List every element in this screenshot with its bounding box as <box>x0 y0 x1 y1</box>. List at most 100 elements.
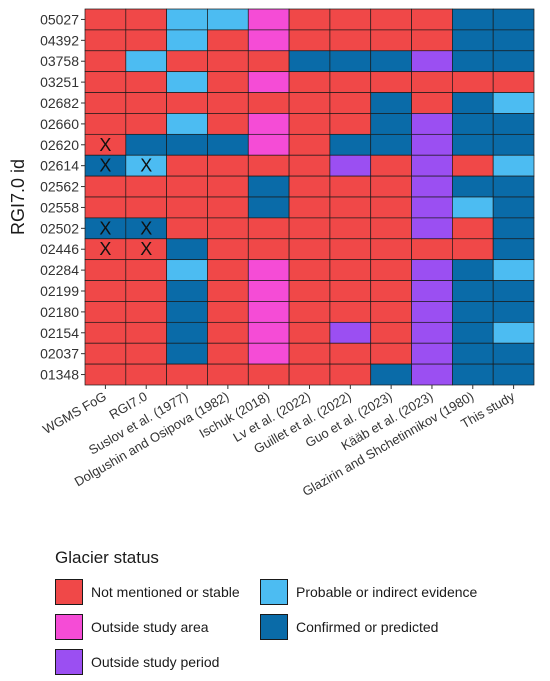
heatmap-cell <box>492 154 535 177</box>
heatmap-cell <box>288 259 331 281</box>
heatmap-cell <box>84 50 127 73</box>
heatmap-cell <box>288 71 331 93</box>
heatmap-cell <box>411 321 453 344</box>
heatmap-cell <box>452 113 494 135</box>
heatmap-cell <box>492 259 535 281</box>
heatmap-cell <box>125 8 167 31</box>
heatmap-cell <box>329 8 372 31</box>
x-tick-label: WGMS FoG <box>40 389 109 437</box>
heatmap-cell <box>492 29 535 52</box>
heatmap-cell <box>288 29 331 52</box>
heatmap-cell <box>370 363 412 386</box>
cell-mark-x: X <box>99 135 111 155</box>
heatmap-cell <box>125 113 167 135</box>
heatmap-cell <box>84 92 127 114</box>
y-tick-label: 02446 <box>40 241 79 257</box>
heatmap-cell <box>207 71 249 93</box>
heatmap-cell <box>207 301 249 323</box>
heatmap-cell <box>329 29 372 52</box>
heatmap-cell <box>411 154 453 177</box>
cell-mark-x: X <box>99 218 111 238</box>
y-axis-ticks: 05027 04392 03758 03251 02682 02660 02620 02614… <box>40 11 85 383</box>
legend-item: Outside study area <box>55 613 209 641</box>
heatmap-cell <box>247 217 290 240</box>
heatmap-cell <box>84 196 127 219</box>
y-tick-label: 02620 <box>40 137 79 153</box>
heatmap-cell <box>411 8 453 31</box>
heatmap-cell <box>329 92 372 114</box>
heatmap-cell <box>492 50 535 73</box>
heatmap-cell <box>288 175 331 198</box>
heatmap-cell <box>370 50 412 73</box>
heatmap-cell <box>288 280 331 302</box>
heatmap-cell <box>452 71 494 93</box>
heatmap-cell <box>288 92 331 114</box>
y-tick-label: 02284 <box>40 262 79 278</box>
heatmap-cell <box>207 321 249 344</box>
heatmap-cell <box>370 321 412 344</box>
heatmap-cell <box>492 92 535 114</box>
legend-swatch <box>55 649 83 675</box>
heatmap-cell <box>288 363 331 386</box>
heatmap-cell <box>329 342 372 365</box>
y-tick-label: 02558 <box>40 199 79 215</box>
heatmap-cell <box>370 29 412 52</box>
y-tick-label: 02682 <box>40 95 79 111</box>
legend-swatch <box>260 579 288 605</box>
heatmap-cell <box>247 133 290 156</box>
heatmap-cell <box>492 217 535 240</box>
heatmap-cell <box>370 301 412 323</box>
heatmap-cell <box>84 8 127 31</box>
heatmap-cell <box>329 113 372 135</box>
heatmap-cell <box>288 133 331 156</box>
y-tick-label: 02562 <box>40 179 79 195</box>
heatmap-cell <box>166 113 208 135</box>
heatmap-cell <box>288 154 331 177</box>
heatmap-cell <box>166 8 208 31</box>
heatmap-cell <box>411 71 453 93</box>
heatmap-cell <box>452 29 494 52</box>
heatmap-cell <box>492 113 535 135</box>
heatmap-cell <box>247 175 290 198</box>
heatmap-cell <box>125 363 167 386</box>
heatmap-cell <box>411 113 453 135</box>
heatmap-cell <box>370 175 412 198</box>
heatmap-cell <box>166 217 208 240</box>
heatmap-cell <box>492 321 535 344</box>
heatmap-cell <box>452 321 494 344</box>
heatmap-cell <box>329 71 372 93</box>
heatmap-cell <box>288 196 331 219</box>
heatmap-cell <box>247 92 290 114</box>
heatmap-cell <box>370 259 412 281</box>
heatmap-cell <box>207 280 249 302</box>
heatmap-cell <box>125 71 167 93</box>
heatmap-cell <box>166 196 208 219</box>
heatmap-cell <box>288 113 331 135</box>
heatmap-cell <box>492 363 535 386</box>
heatmap-cell <box>411 217 453 240</box>
legend-item: Not mentioned or stable <box>55 578 240 606</box>
heatmap-cell <box>84 342 127 365</box>
heatmap-cell <box>125 196 167 219</box>
legend-label: Probable or indirect evidence <box>296 584 478 600</box>
heatmap-cell <box>166 154 208 177</box>
cell-marks: XX XX XX X <box>99 135 152 259</box>
cell-mark-x: X <box>99 239 111 259</box>
heatmap-cell <box>452 342 494 365</box>
heatmap-cell <box>207 92 249 114</box>
heatmap-cell <box>166 363 208 386</box>
heatmap-cell <box>370 154 412 177</box>
heatmap-cell <box>125 321 167 344</box>
heatmap-cell <box>166 321 208 344</box>
heatmap-cell <box>411 280 453 302</box>
heatmap-cell <box>370 342 412 365</box>
heatmap-cell <box>84 175 127 198</box>
y-tick-label: 02660 <box>40 116 79 132</box>
heatmap-cell <box>411 50 453 73</box>
heatmap-cell <box>247 113 290 135</box>
y-tick-label: 04392 <box>40 32 79 48</box>
heatmap-cell <box>411 175 453 198</box>
heatmap-cell <box>288 342 331 365</box>
heatmap-cell <box>452 301 494 323</box>
